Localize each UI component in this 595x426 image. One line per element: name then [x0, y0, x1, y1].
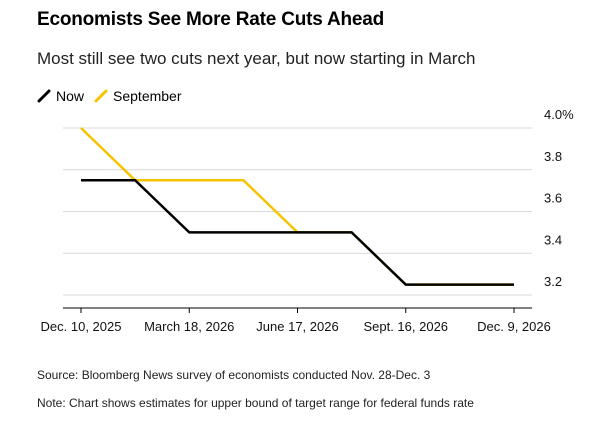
x-tick-label: Dec. 10, 2025	[41, 319, 122, 334]
x-tick-label: Sept. 16, 2026	[363, 319, 448, 334]
x-tick-label: March 18, 2026	[144, 319, 234, 334]
x-tick-label: June 17, 2026	[256, 319, 338, 334]
source-note: Source: Bloomberg News survey of economi…	[37, 368, 431, 382]
legend: Now September	[37, 87, 192, 105]
y-tick-label: 3.4	[544, 232, 562, 247]
y-tick-label: 3.2	[544, 274, 562, 289]
legend-swatch-september	[94, 89, 108, 103]
y-tick-label: 3.6	[544, 191, 562, 206]
chart-subtitle: Most still see two cuts next year, but n…	[37, 49, 476, 68]
y-tick-label: 3.8	[544, 149, 562, 164]
x-tick-label: Dec. 9, 2026	[477, 319, 551, 334]
footnote: Note: Chart shows estimates for upper bo…	[37, 396, 474, 410]
y-tick-label: 4.0%	[544, 107, 574, 122]
legend-label-now: Now	[56, 88, 85, 104]
series-line-september	[80, 127, 514, 286]
series-line-now	[81, 178, 514, 286]
legend-item-september: September	[94, 88, 182, 104]
legend-swatch-now	[37, 89, 51, 103]
chart-title: Economists See More Rate Cuts Ahead	[37, 9, 385, 30]
legend-label-september: September	[113, 88, 182, 104]
legend-item-now: Now	[37, 88, 84, 104]
